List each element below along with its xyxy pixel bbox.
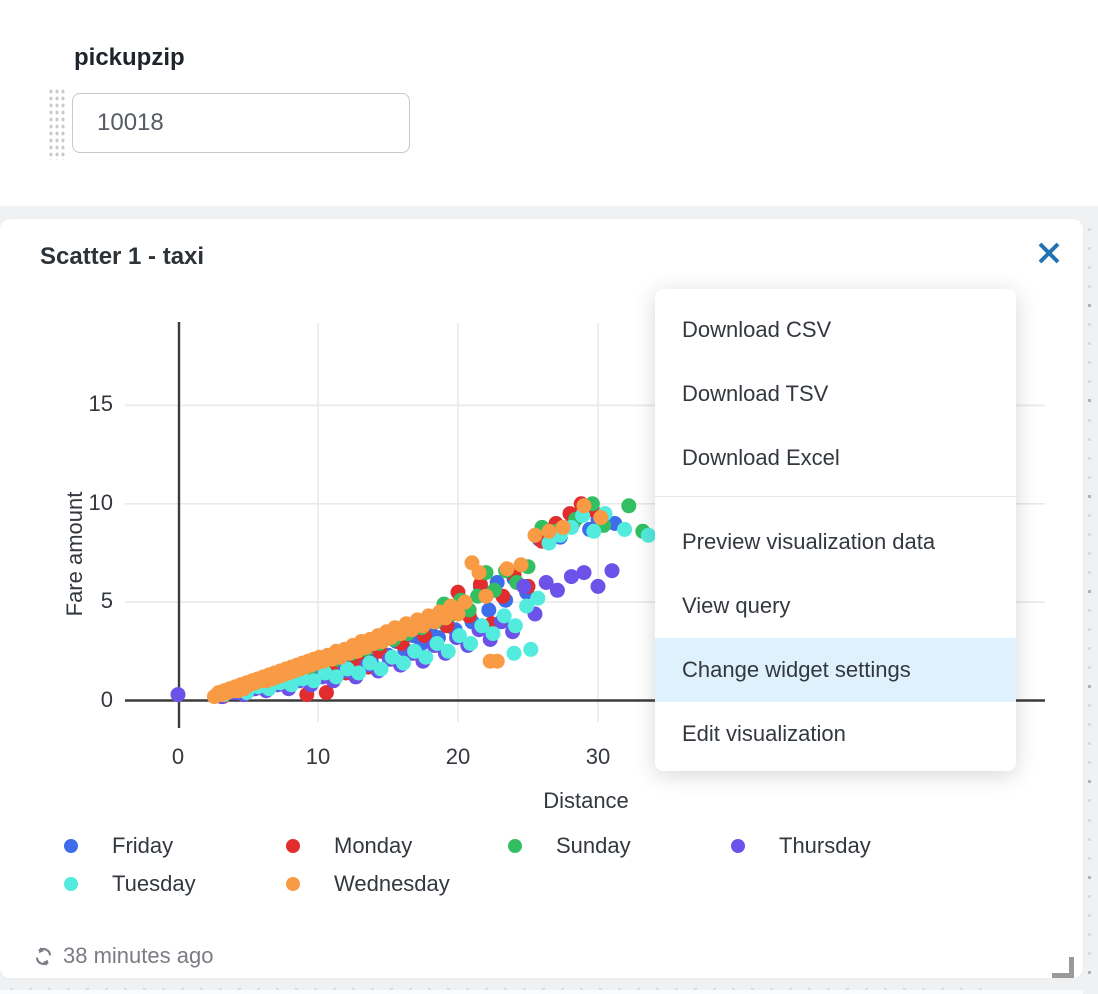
legend-label: Thursday xyxy=(779,833,871,858)
menu-item-download-tsv[interactable]: Download TSV xyxy=(682,381,829,406)
legend-dot xyxy=(508,839,522,853)
refresh-icon xyxy=(33,946,54,967)
legend-item-wednesday[interactable]: Wednesday xyxy=(286,871,450,897)
pickupzip-input[interactable] xyxy=(72,93,410,153)
refresh-status: 38 minutes ago xyxy=(33,942,213,970)
legend-item-sunday[interactable]: Sunday xyxy=(508,833,631,859)
menu-item-edit-visualization[interactable]: Edit visualization xyxy=(682,721,846,746)
legend-item-monday[interactable]: Monday xyxy=(286,833,412,859)
drag-handle-icon[interactable] xyxy=(48,88,65,160)
close-icon xyxy=(1035,239,1063,267)
resize-handle[interactable] xyxy=(1052,957,1074,978)
legend-label: Friday xyxy=(112,833,174,858)
legend-item-friday[interactable]: Friday xyxy=(64,833,173,859)
legend-dot xyxy=(64,877,78,891)
next-widget-edge xyxy=(0,990,1083,994)
x-tick-label: 30 xyxy=(585,744,611,769)
menu-item-view-query[interactable]: View query xyxy=(682,593,791,618)
menu-item-download-excel[interactable]: Download Excel xyxy=(682,445,840,470)
x-tick-label: 10 xyxy=(305,744,331,769)
widget-title: Scatter 1 - taxi xyxy=(40,243,205,270)
widget-context-menu: Download CSV Download TSV Download Excel… xyxy=(655,289,1016,771)
legend-label: Monday xyxy=(334,833,413,858)
x-tick-label: 0 xyxy=(171,744,185,769)
menu-item-download-csv[interactable]: Download CSV xyxy=(682,317,832,342)
refresh-status-text: 38 minutes ago xyxy=(63,943,214,968)
parameter-label: pickupzip xyxy=(74,44,185,71)
x-tick-label: 20 xyxy=(445,744,471,769)
close-button[interactable] xyxy=(1031,236,1067,270)
y-axis-title: Fare amount xyxy=(62,491,87,617)
y-tick-label: 10 xyxy=(88,489,113,515)
legend-label: Tuesday xyxy=(112,871,196,896)
legend-dot xyxy=(286,877,300,891)
legend-label: Sunday xyxy=(556,833,631,858)
menu-divider xyxy=(655,496,1016,497)
y-tick-label: 15 xyxy=(88,391,113,417)
legend-item-thursday[interactable]: Thursday xyxy=(731,833,871,859)
legend-dot xyxy=(64,839,78,853)
legend-item-tuesday[interactable]: Tuesday xyxy=(64,871,196,897)
menu-item-change-widget-settings[interactable]: Change widget settings xyxy=(655,638,1016,702)
x-axis-title: Distance xyxy=(543,788,629,813)
menu-item-preview-visualization-data[interactable]: Preview visualization data xyxy=(682,529,936,554)
y-tick-label: 5 xyxy=(100,588,113,614)
y-tick-label: 0 xyxy=(100,686,113,712)
legend-label: Wednesday xyxy=(334,871,450,896)
legend-dot xyxy=(286,839,300,853)
legend-dot xyxy=(731,839,745,853)
